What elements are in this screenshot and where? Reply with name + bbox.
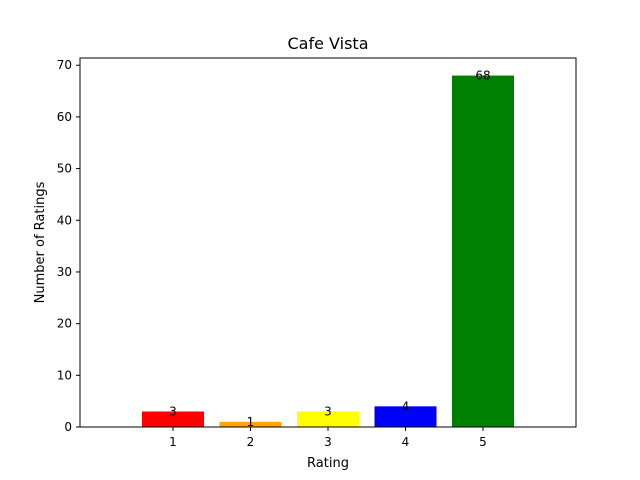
y-tick-label-10: 10: [57, 368, 72, 382]
y-tick-label-40: 40: [57, 213, 72, 227]
bar-3: [297, 411, 359, 427]
bar-2: [219, 421, 282, 427]
x-axis-label: Rating: [307, 456, 349, 471]
y-tick-label-0: 0: [64, 420, 72, 434]
x-tick-label-2: 2: [247, 435, 255, 449]
y-tick-label-30: 30: [57, 265, 72, 279]
bar-4: [374, 406, 437, 427]
data-label-2: 1: [247, 415, 255, 429]
x-tick-label-1: 1: [169, 435, 177, 449]
data-label-4: 4: [402, 399, 410, 413]
y-tick-label-20: 20: [57, 317, 72, 331]
x-tick-label-3: 3: [324, 435, 332, 449]
x-tick-label-4: 4: [402, 435, 410, 449]
plot-frame: [79, 57, 577, 428]
x-axis: 1 2 3 4 5: [169, 427, 487, 449]
data-labels-group: 3 1 3 4 68: [169, 69, 490, 429]
bar-5: [452, 75, 514, 428]
bar-1: [142, 411, 204, 427]
data-label-1: 3: [169, 404, 177, 418]
data-label-3: 3: [324, 404, 332, 418]
data-label-5: 68: [475, 69, 490, 83]
y-tick-label-60: 60: [57, 110, 72, 124]
y-axis: 0 10 20 30 40 50 60 70: [57, 58, 80, 434]
y-tick-label-70: 70: [57, 58, 72, 72]
y-tick-label-50: 50: [57, 162, 72, 176]
chart-title: Cafe Vista: [288, 34, 369, 53]
y-axis-label: Number of Ratings: [33, 181, 48, 303]
bars-group: [142, 75, 514, 428]
x-tick-label-5: 5: [479, 435, 487, 449]
